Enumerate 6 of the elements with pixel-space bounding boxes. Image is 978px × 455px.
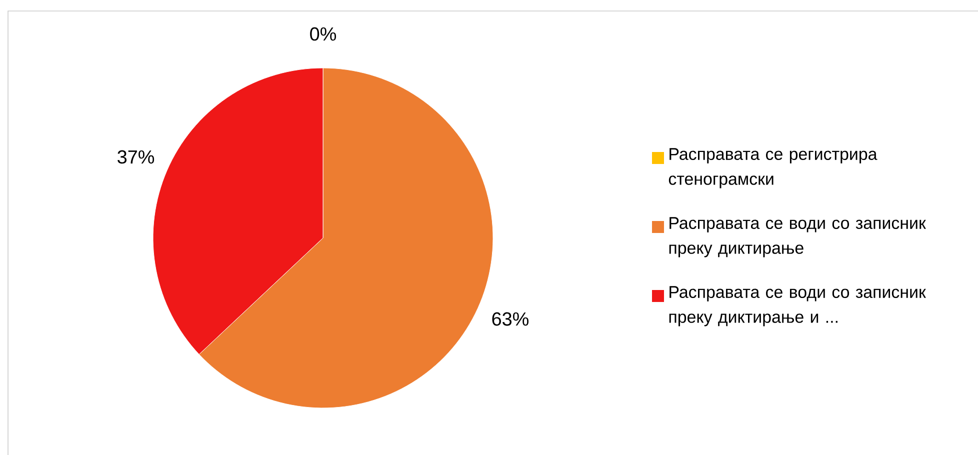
legend-label: Расправата се води со записник преку диктирање [669,217,926,258]
legend-label: Расправата се води со записник преку диктирање и ... [669,286,926,326]
data-label: 63% [492,312,528,326]
legend-label: Расправата се регистрира стенограмски [668,148,878,188]
data-label: 37% [118,150,154,164]
text: 0% [310,27,336,41]
